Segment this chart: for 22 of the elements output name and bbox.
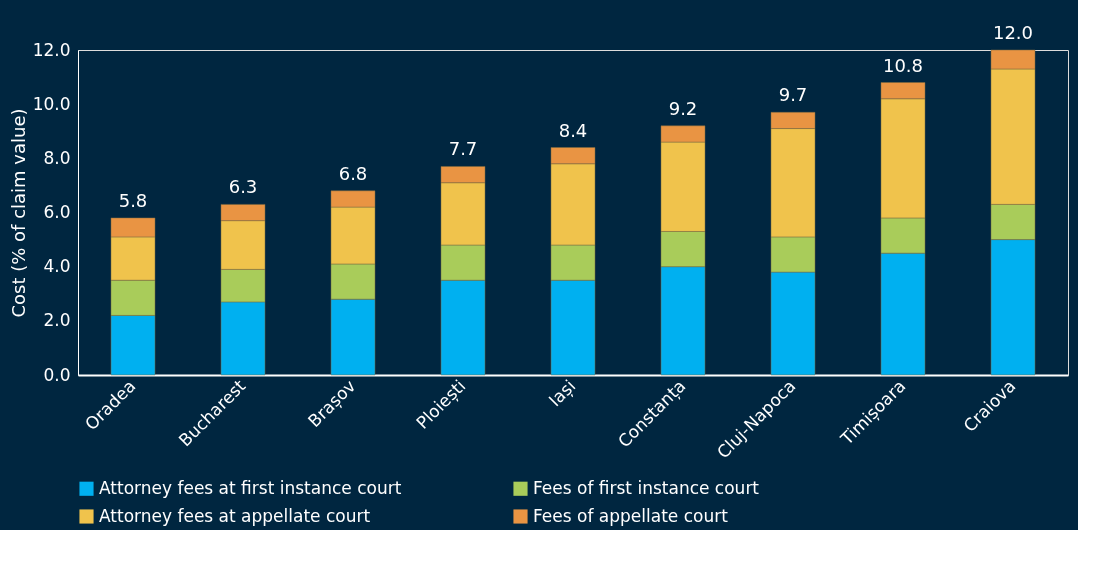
total-label: 12.0 [992, 22, 1034, 43]
total-label: 8.4 [558, 119, 588, 141]
y-tick-label: 12.0 [32, 39, 71, 60]
y-tick-label: 2.0 [43, 310, 71, 331]
total-label: 9.2 [668, 97, 698, 119]
y-tick-label: 10.0 [32, 93, 71, 114]
total-label: 6.3 [228, 176, 258, 198]
total-label: 10.8 [882, 54, 924, 76]
total-label: 6.8 [338, 162, 368, 184]
y-tick-label: 8.0 [43, 147, 71, 168]
x-tick-label: Iași [544, 375, 580, 411]
total-label: 7.7 [448, 138, 478, 160]
y-tick-label: 6.0 [43, 202, 71, 222]
y-axis-title: Cost (% of claim value) [7, 108, 29, 318]
legend-label: Fees of appellate court [533, 505, 729, 526]
y-tick-label: 4.0 [43, 256, 71, 277]
legend-label: Fees of first instance court [533, 477, 760, 498]
legend-label: Attorney fees at appellate court [99, 505, 371, 526]
legend-label: Attorney fees at first instance court [99, 477, 402, 498]
y-tick-label: 0.0 [43, 364, 71, 385]
total-label: 9.7 [778, 84, 808, 106]
total-label: 5.8 [118, 189, 148, 211]
